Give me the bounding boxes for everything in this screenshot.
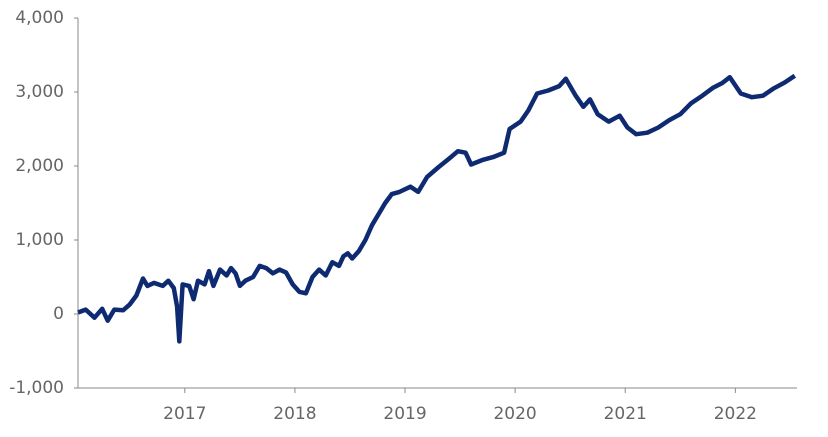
y-tick-label: 2,000 bbox=[15, 156, 64, 176]
data-line bbox=[77, 73, 797, 344]
y-tick-label: 1,000 bbox=[15, 230, 64, 250]
x-tick-label: 2021 bbox=[604, 404, 647, 424]
y-tick-label: 3,000 bbox=[15, 82, 64, 102]
y-tick-label: 4,000 bbox=[15, 8, 64, 28]
x-tick-label: 2022 bbox=[714, 404, 757, 424]
x-tick-label: 2018 bbox=[273, 404, 316, 424]
x-tick-label: 2020 bbox=[493, 404, 536, 424]
y-tick-label: -1,000 bbox=[9, 378, 64, 398]
x-tick-label: 2017 bbox=[163, 404, 206, 424]
x-tick-label: 2019 bbox=[383, 404, 426, 424]
y-tick-label: 0 bbox=[53, 304, 64, 324]
